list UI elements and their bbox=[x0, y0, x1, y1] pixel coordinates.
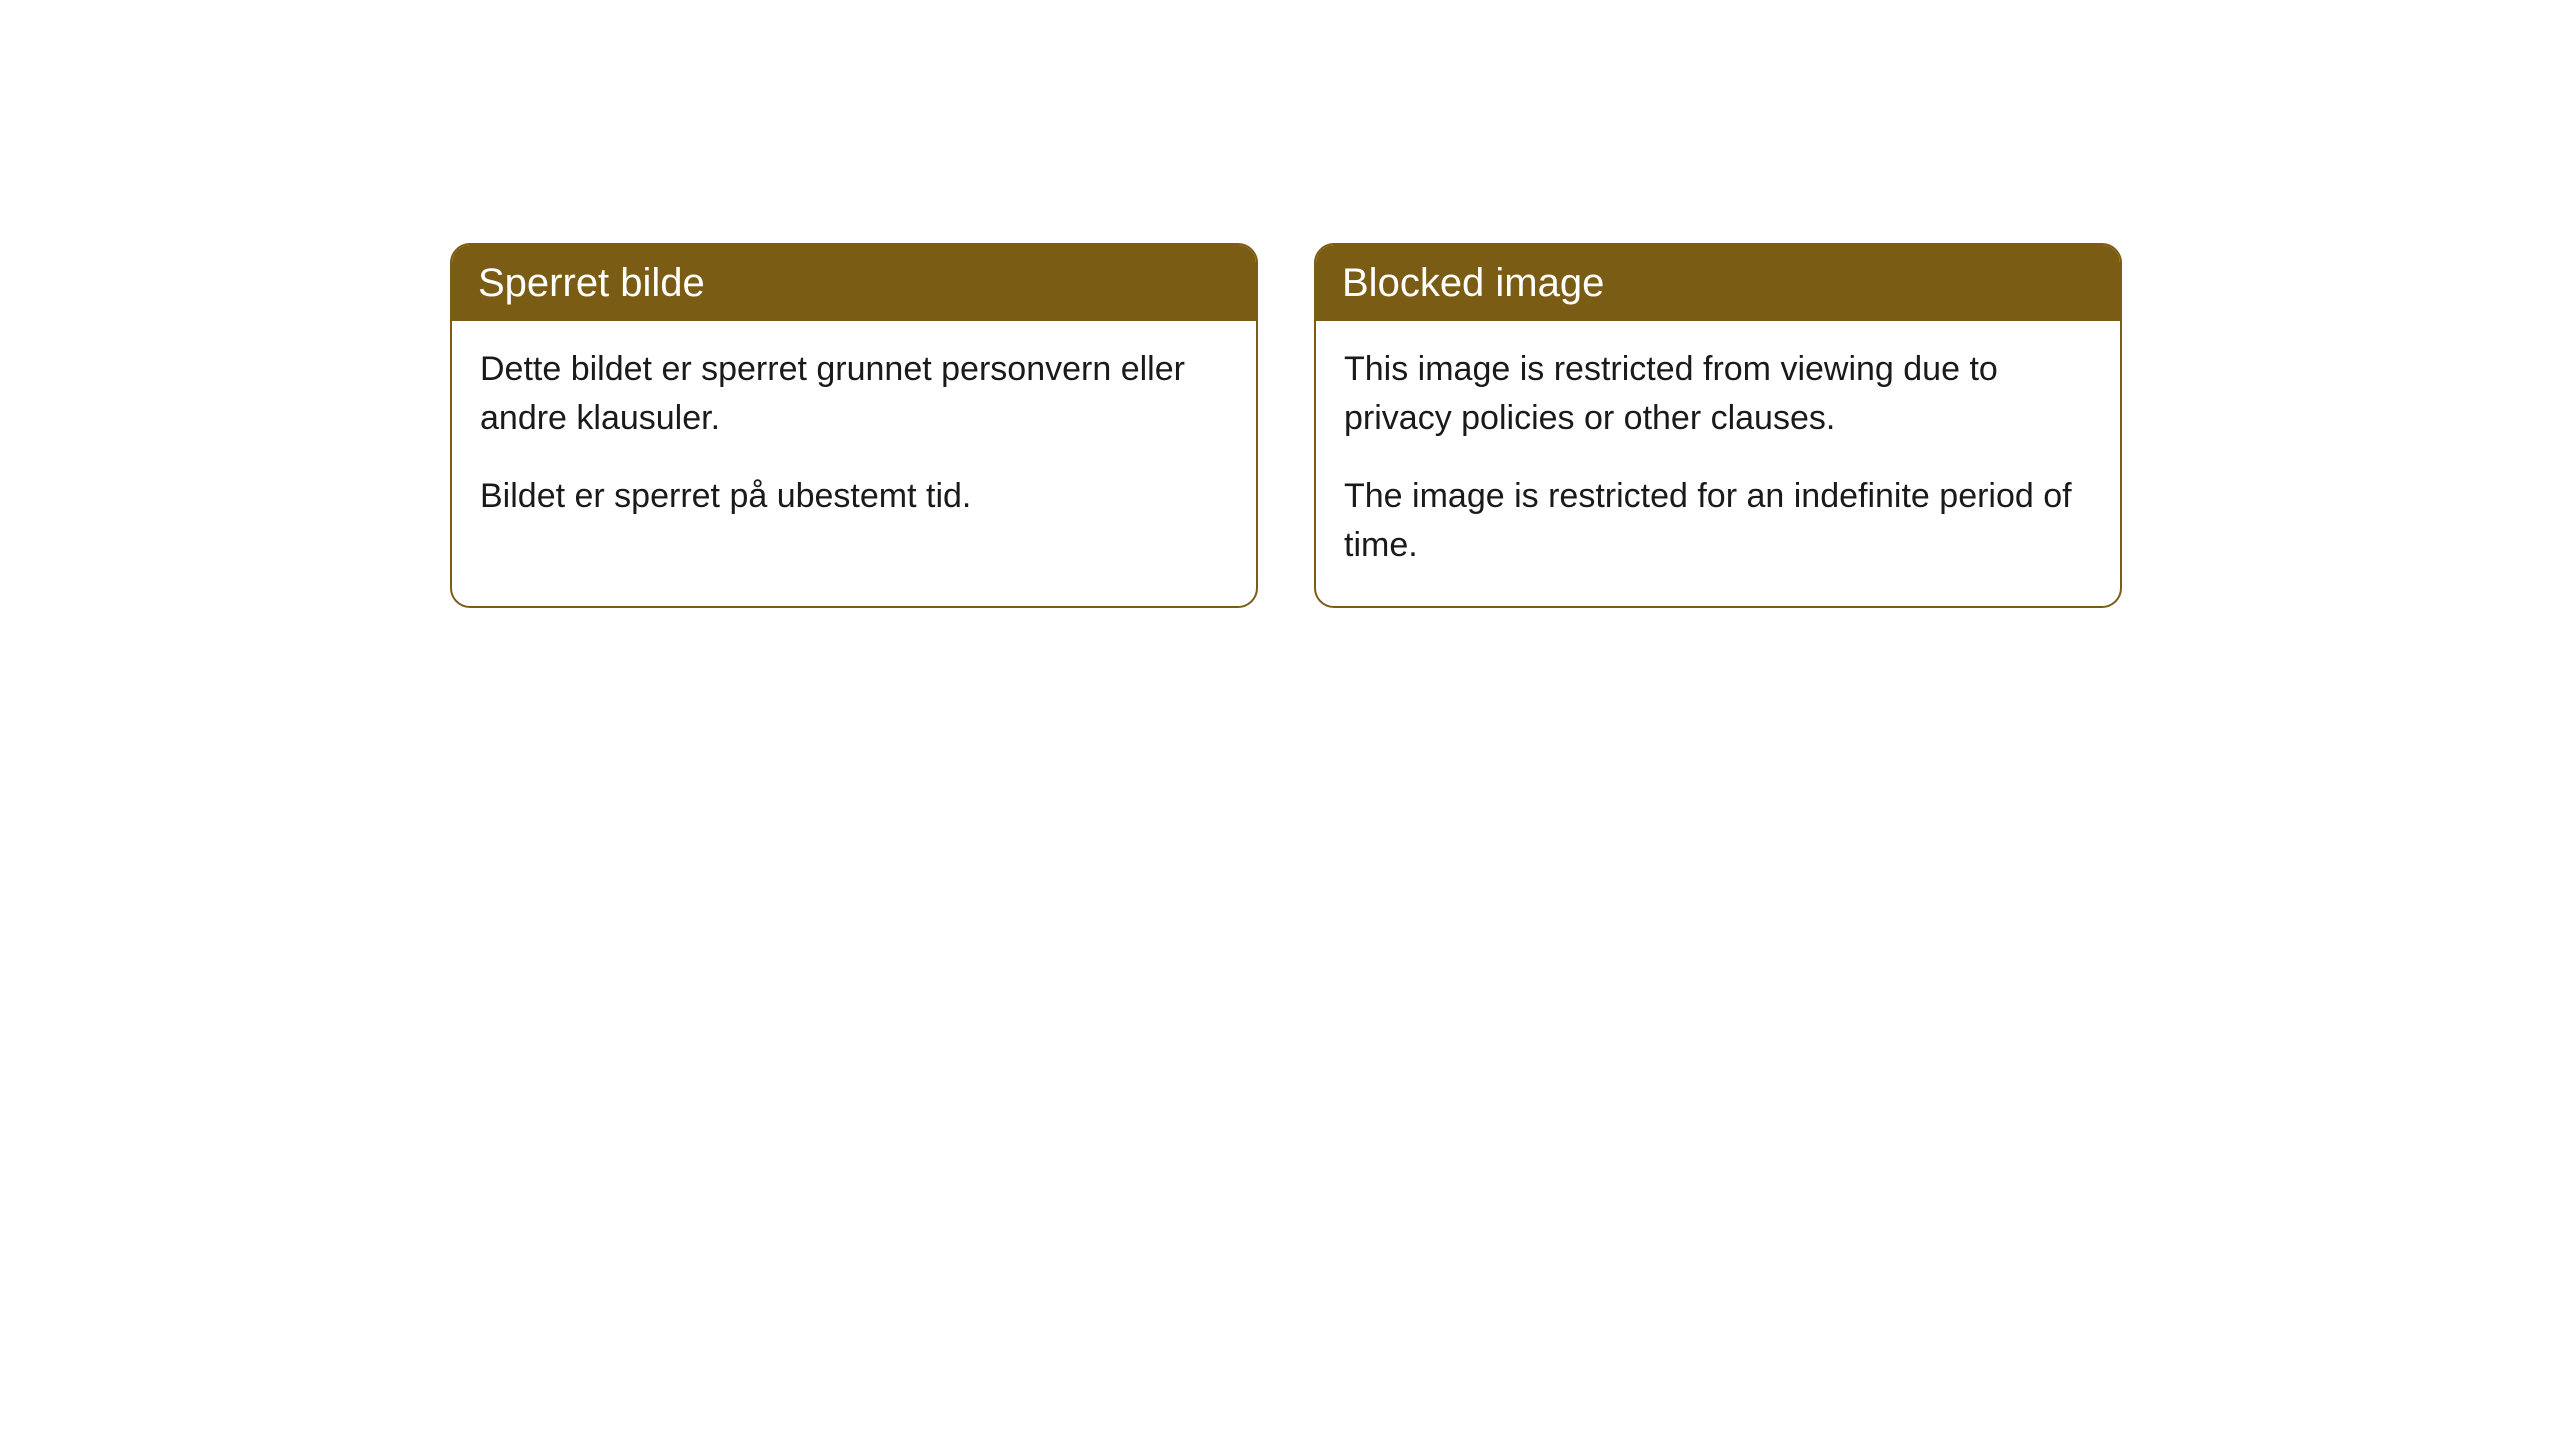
card-body: Dette bildet er sperret grunnet personve… bbox=[452, 321, 1256, 557]
card-paragraph: The image is restricted for an indefinit… bbox=[1344, 472, 2092, 571]
cards-container: Sperret bilde Dette bildet er sperret gr… bbox=[0, 0, 2560, 608]
blocked-image-card-no: Sperret bilde Dette bildet er sperret gr… bbox=[450, 243, 1258, 608]
card-paragraph: Dette bildet er sperret grunnet personve… bbox=[480, 345, 1228, 444]
card-body: This image is restricted from viewing du… bbox=[1316, 321, 2120, 606]
card-paragraph: Bildet er sperret på ubestemt tid. bbox=[480, 472, 1228, 521]
blocked-image-card-en: Blocked image This image is restricted f… bbox=[1314, 243, 2122, 608]
card-paragraph: This image is restricted from viewing du… bbox=[1344, 345, 2092, 444]
card-header: Blocked image bbox=[1316, 245, 2120, 321]
card-header: Sperret bilde bbox=[452, 245, 1256, 321]
